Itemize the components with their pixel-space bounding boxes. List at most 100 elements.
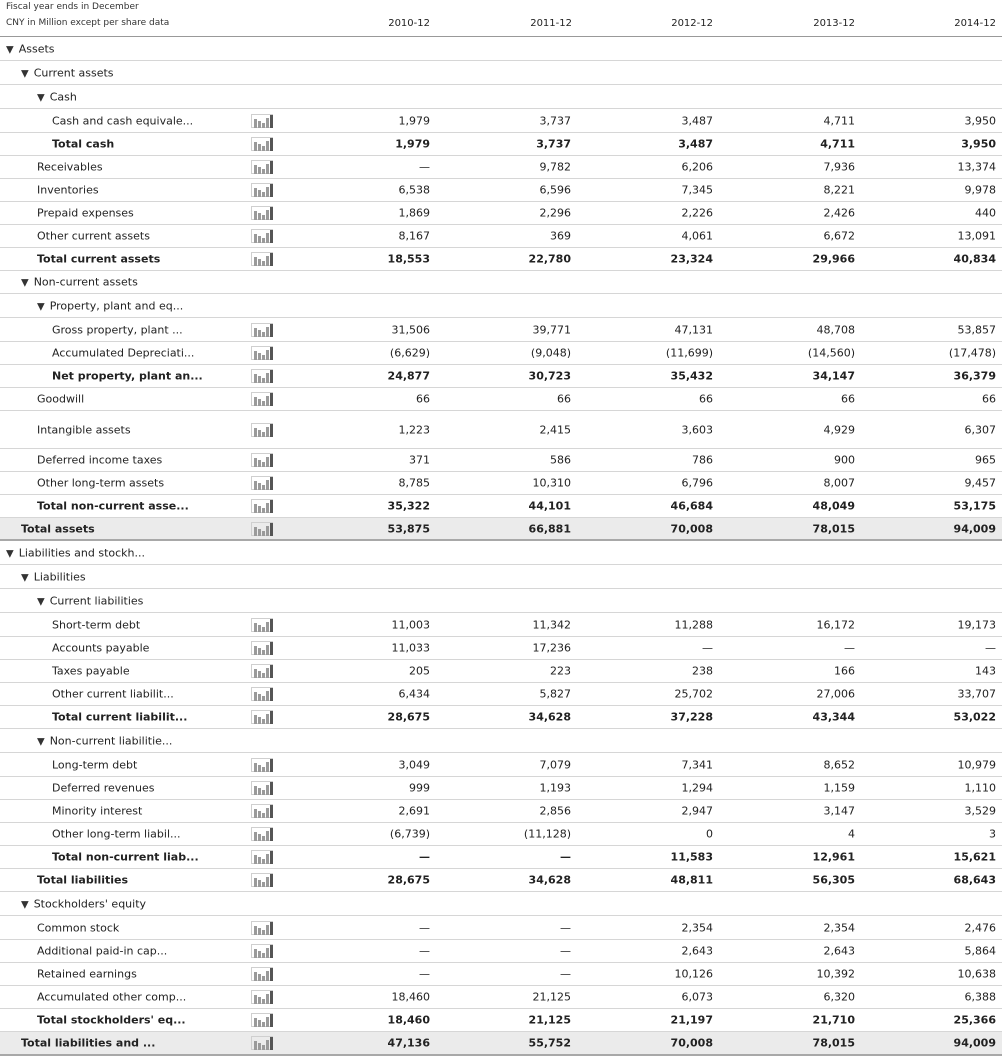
sparkline-bar xyxy=(266,714,269,724)
row-label: Total liabilities and ... xyxy=(21,1037,155,1050)
sparkline-bar xyxy=(254,504,257,513)
value-cell: 55,752 xyxy=(528,1036,571,1050)
sparkline-chart-icon[interactable] xyxy=(251,521,273,536)
year-header: 2014-12 xyxy=(954,18,996,29)
collapse-triangle-icon[interactable]: ▼ xyxy=(37,736,45,747)
sparkline-chart-icon[interactable] xyxy=(251,183,273,197)
sparkline-chart-icon[interactable] xyxy=(251,137,273,151)
sparkline-bar xyxy=(258,927,261,935)
sparkline-chart-icon[interactable] xyxy=(251,850,273,864)
sparkline-chart-icon[interactable] xyxy=(251,453,273,467)
value-cell: 44,101 xyxy=(528,499,571,513)
sparkline-bar xyxy=(270,782,273,795)
sparkline-chart-icon[interactable] xyxy=(251,710,273,724)
section-row[interactable]: ▼ Non-current liabilitie... xyxy=(0,729,1002,753)
section-row[interactable]: ▼ Assets xyxy=(0,37,1002,61)
row-label-text: Current assets xyxy=(33,66,114,79)
value-cell: 16,172 xyxy=(816,618,856,631)
sparkline-chart-icon[interactable] xyxy=(251,369,273,383)
sparkline-bar xyxy=(254,832,257,841)
value-cell: 21,125 xyxy=(528,1013,571,1027)
table-row: Taxes payable 205 223 238 166 143 xyxy=(0,660,1002,683)
value-cell: 2,426 xyxy=(823,206,856,220)
sparkline-bar xyxy=(262,261,265,266)
sparkline-bar xyxy=(258,764,261,772)
sparkline-bar xyxy=(254,234,257,243)
sparkline-chart-icon[interactable] xyxy=(251,944,273,958)
value-cell: 28,675 xyxy=(387,710,430,724)
section-row[interactable]: ▼ Liabilities xyxy=(0,565,1002,589)
collapse-triangle-icon[interactable]: ▼ xyxy=(37,92,45,103)
collapse-triangle-icon[interactable]: ▼ xyxy=(37,301,45,312)
sparkline-chart-icon[interactable] xyxy=(251,476,273,490)
sparkline-chart-icon[interactable] xyxy=(251,113,273,128)
collapse-triangle-icon[interactable]: ▼ xyxy=(21,572,29,583)
sparkline-bar xyxy=(270,991,273,1004)
sparkline-chart-icon[interactable] xyxy=(251,346,273,360)
sparkline-bar xyxy=(270,370,273,383)
sparkline-chart-icon[interactable] xyxy=(251,804,273,818)
value-cell: 15,621 xyxy=(953,850,996,864)
value-cell: 48,049 xyxy=(812,499,855,513)
sparkline-chart-icon[interactable] xyxy=(251,920,273,935)
value-cell: 28,675 xyxy=(387,873,430,887)
row-label: Accumulated other comp... xyxy=(37,991,186,1004)
sparkline-chart-icon[interactable] xyxy=(251,499,273,513)
row-label-text: Inventories xyxy=(37,183,99,197)
sparkline-chart-icon[interactable] xyxy=(251,229,273,243)
sparkline-chart-icon[interactable] xyxy=(251,873,273,887)
sparkline-chart-icon[interactable] xyxy=(251,687,273,701)
sparkline-bar xyxy=(262,355,265,360)
collapse-triangle-icon[interactable]: ▼ xyxy=(21,277,29,289)
collapse-triangle-icon[interactable]: ▼ xyxy=(6,548,14,559)
sparkline-bar xyxy=(254,972,257,981)
section-row[interactable]: ▼ Cash xyxy=(0,85,1002,109)
sparkline-chart-icon[interactable] xyxy=(251,664,273,678)
value-cell: 47,136 xyxy=(387,1036,430,1050)
section-row[interactable]: ▼ Non-current assets xyxy=(0,271,1002,294)
sparkline-bar xyxy=(254,646,257,655)
sparkline-chart-icon[interactable] xyxy=(251,827,273,841)
table-header: Fiscal year ends in December CNY in Mill… xyxy=(0,0,1002,37)
sparkline-chart-icon[interactable] xyxy=(251,252,273,266)
table-row: Short-term debt 11,003 11,342 11,288 16,172 1… xyxy=(0,613,1002,637)
value-cell: 53,857 xyxy=(957,323,997,336)
sparkline-chart-icon[interactable] xyxy=(251,641,273,655)
section-row[interactable]: ▼ Current liabilities xyxy=(0,589,1002,613)
sparkline-bar xyxy=(262,122,265,128)
sparkline-chart-icon[interactable] xyxy=(251,781,273,795)
year-header: 2010-12 xyxy=(388,18,430,29)
value-cell: 369 xyxy=(550,229,571,243)
section-row[interactable]: ▼ Liabilities and stockh... xyxy=(0,541,1002,565)
sparkline-bar xyxy=(266,525,269,536)
sparkline-bar xyxy=(270,711,273,724)
sparkline-chart-icon[interactable] xyxy=(251,160,273,174)
sparkline-chart-icon[interactable] xyxy=(251,322,273,337)
sparkline-chart-icon[interactable] xyxy=(251,1036,273,1050)
section-row[interactable]: ▼ Current assets xyxy=(0,61,1002,85)
sparkline-bar xyxy=(262,331,265,337)
row-label-text: Property, plant and eq... xyxy=(49,299,184,312)
value-cell: 11,033 xyxy=(391,641,431,655)
sparkline-chart-icon[interactable] xyxy=(251,757,273,772)
sparkline-bar xyxy=(258,120,261,128)
section-row[interactable]: ▼ Property, plant and eq... xyxy=(0,294,1002,318)
collapse-triangle-icon[interactable]: ▼ xyxy=(21,899,29,910)
sparkline-bar xyxy=(258,259,261,266)
sparkline-bar xyxy=(258,376,261,383)
sparkline-chart-icon[interactable] xyxy=(251,617,273,632)
collapse-triangle-icon[interactable]: ▼ xyxy=(37,596,45,607)
sparkline-chart-icon[interactable] xyxy=(251,990,273,1004)
sparkline-chart-icon[interactable] xyxy=(251,1013,273,1027)
sparkline-chart-icon[interactable] xyxy=(251,422,273,437)
row-label: ▼ Liabilities xyxy=(21,570,86,583)
sparkline-chart-icon[interactable] xyxy=(251,206,273,220)
value-cell: 8,652 xyxy=(823,758,856,771)
section-row[interactable]: ▼ Stockholders' equity xyxy=(0,892,1002,916)
sparkline-chart-icon[interactable] xyxy=(251,967,273,981)
collapse-triangle-icon[interactable]: ▼ xyxy=(21,68,29,79)
row-label: Accounts payable xyxy=(52,642,149,655)
collapse-triangle-icon[interactable]: ▼ xyxy=(6,44,14,55)
row-label-text: Cash xyxy=(49,90,77,103)
sparkline-chart-icon[interactable] xyxy=(251,392,273,406)
